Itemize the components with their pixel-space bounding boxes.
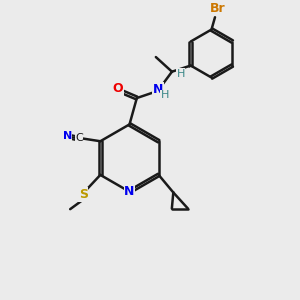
Text: Br: Br xyxy=(210,2,226,15)
Text: O: O xyxy=(113,82,123,95)
Text: S: S xyxy=(79,188,88,201)
Text: H: H xyxy=(161,90,170,100)
Text: N: N xyxy=(63,131,72,141)
Text: N: N xyxy=(153,83,164,96)
Text: H: H xyxy=(177,69,185,79)
Text: C: C xyxy=(75,133,83,143)
Text: N: N xyxy=(124,185,135,198)
